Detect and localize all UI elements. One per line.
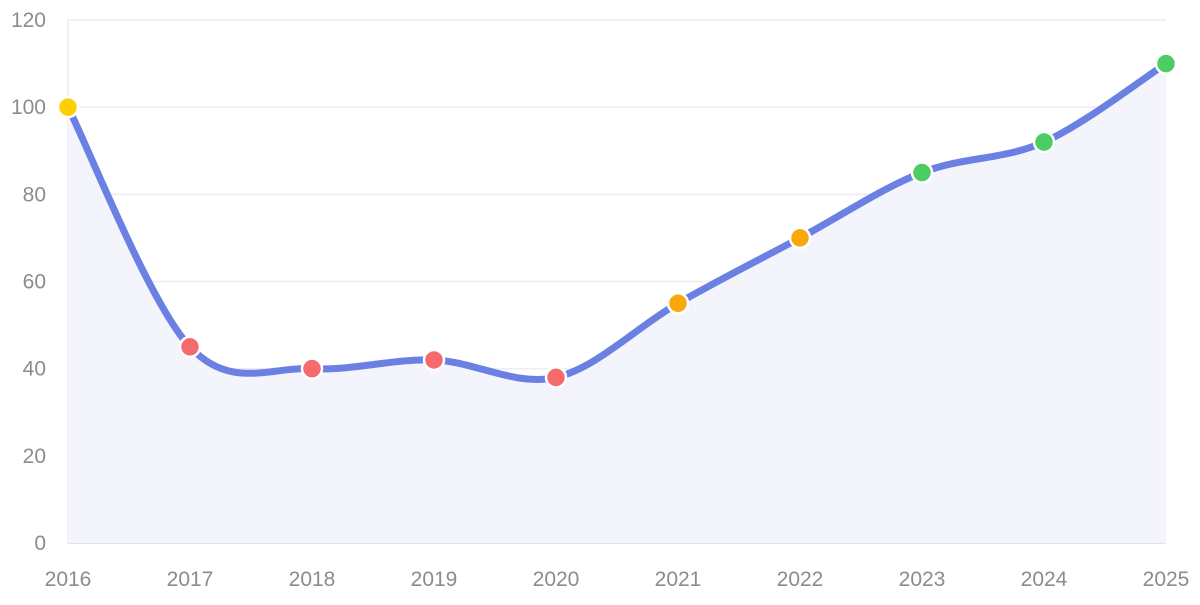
series-area — [68, 63, 1166, 543]
data-point[interactable] — [422, 348, 446, 372]
x-tick-label: 2020 — [533, 568, 580, 591]
x-axis-ticks: 2016 2017 2018 2019 2020 2021 2022 2023 2024 2025 — [45, 568, 1190, 591]
y-tick-label: 80 — [23, 183, 46, 206]
series-line — [64, 60, 1170, 383]
y-tick-label: 0 — [34, 532, 46, 555]
y-tick-label: 60 — [23, 271, 46, 294]
x-tick-label: 2025 — [1143, 568, 1190, 591]
x-tick-label: 2017 — [167, 568, 214, 591]
data-point[interactable] — [1032, 130, 1056, 154]
data-point[interactable] — [910, 161, 934, 184]
data-point[interactable] — [300, 357, 324, 380]
point-layer — [56, 52, 1178, 389]
data-point[interactable] — [178, 335, 202, 359]
data-point[interactable] — [788, 226, 812, 250]
x-tick-label: 2024 — [1021, 568, 1068, 591]
x-tick-label: 2022 — [777, 568, 824, 591]
data-point[interactable] — [666, 292, 690, 315]
x-tick-label: 2016 — [45, 568, 92, 591]
y-axis-ticks: 0 20 40 60 80 100 120 — [11, 9, 46, 555]
area-layer — [68, 63, 1166, 543]
x-tick-label: 2018 — [289, 568, 336, 591]
y-tick-label: 120 — [11, 9, 46, 32]
y-tick-label: 40 — [23, 358, 46, 381]
x-tick-label: 2019 — [411, 568, 458, 591]
y-tick-label: 100 — [11, 96, 46, 119]
data-point[interactable] — [1154, 52, 1178, 75]
line-layer — [64, 60, 1170, 383]
data-point[interactable] — [56, 95, 80, 119]
x-tick-label: 2023 — [899, 568, 946, 591]
x-tick-label: 2021 — [655, 568, 702, 591]
data-point[interactable] — [544, 366, 568, 389]
y-tick-label: 20 — [23, 445, 46, 468]
